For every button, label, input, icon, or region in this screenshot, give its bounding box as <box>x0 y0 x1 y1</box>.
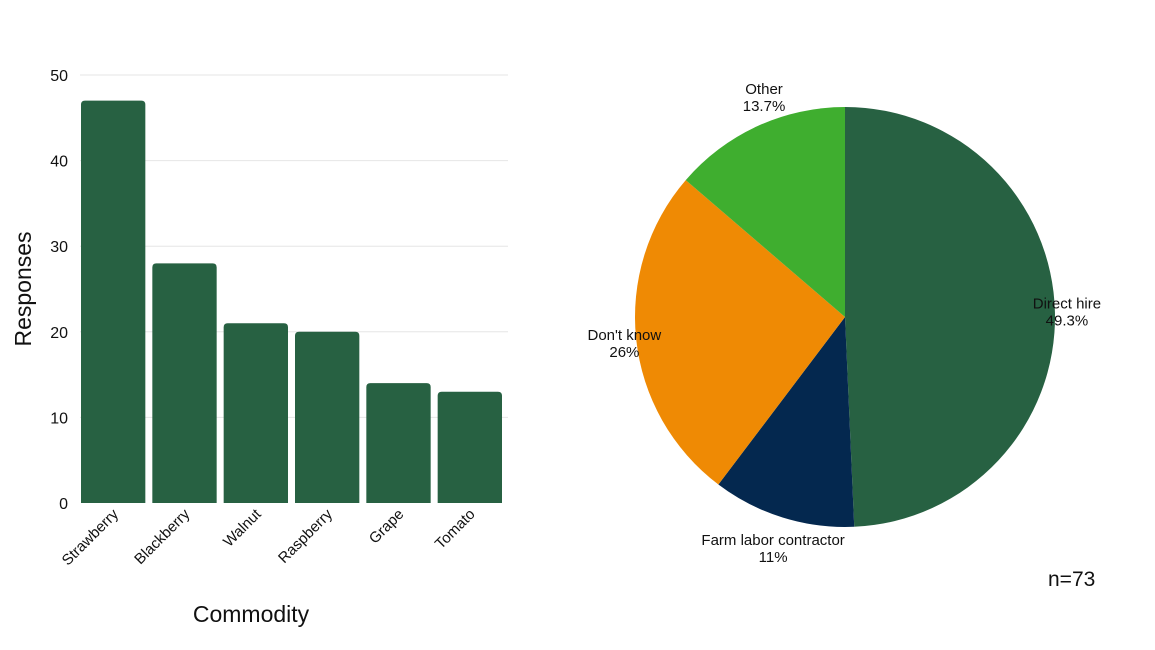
y-tick-label: 50 <box>50 68 68 85</box>
y-tick-label: 0 <box>59 496 68 513</box>
pie-slice-direct-hire <box>845 107 1056 527</box>
x-tick-label: Blackberry <box>131 505 193 567</box>
y-tick-label: 10 <box>50 410 68 427</box>
pie-slice-other <box>685 107 845 317</box>
y-tick-label: 30 <box>50 239 68 256</box>
y-tick-label: 20 <box>50 325 68 342</box>
pie-label-value: 49.3% <box>1046 313 1089 330</box>
pie-label-value: 11% <box>759 549 788 566</box>
bar-grape <box>366 383 431 503</box>
bar-x-axis-label: Commodity <box>193 601 310 627</box>
bar-blackberry <box>152 263 217 503</box>
pie-label-name: Direct hire <box>1033 296 1101 313</box>
pie-label-value: 26% <box>609 344 639 361</box>
bar-strawberry <box>81 100 146 504</box>
pie-slice-farm-labor-contractor <box>718 317 855 528</box>
x-tick-label: Tomato <box>432 506 479 553</box>
bar-gridlines <box>80 74 508 418</box>
pie-label-name: Don't know <box>588 327 662 344</box>
x-tick-label: Grape <box>366 506 408 548</box>
x-tick-label: Raspberry <box>275 505 336 566</box>
y-tick-label: 40 <box>50 154 68 171</box>
pie-annotation-n: n=73 <box>1048 568 1095 591</box>
bar-walnut <box>223 323 288 503</box>
bar-y-tick-labels: 0 10 20 30 40 50 <box>50 68 68 513</box>
pie-label-name: Other <box>745 81 783 98</box>
bar-y-axis-label: Responses <box>10 231 36 346</box>
pie-slice-don-t-know <box>635 180 845 485</box>
bar-x-tick-labels: Strawberry Blackberry Walnut Raspberry Grape… <box>59 505 479 569</box>
pie-slices <box>635 107 1056 528</box>
bar-series <box>81 100 502 504</box>
bar-tomato <box>437 391 502 503</box>
pie-label-name: Farm labor contractor <box>701 532 844 549</box>
bar-raspberry <box>295 331 360 503</box>
x-tick-label: Walnut <box>220 505 265 550</box>
pie-label-value: 13.7% <box>743 98 786 115</box>
x-tick-label: Strawberry <box>59 505 123 569</box>
